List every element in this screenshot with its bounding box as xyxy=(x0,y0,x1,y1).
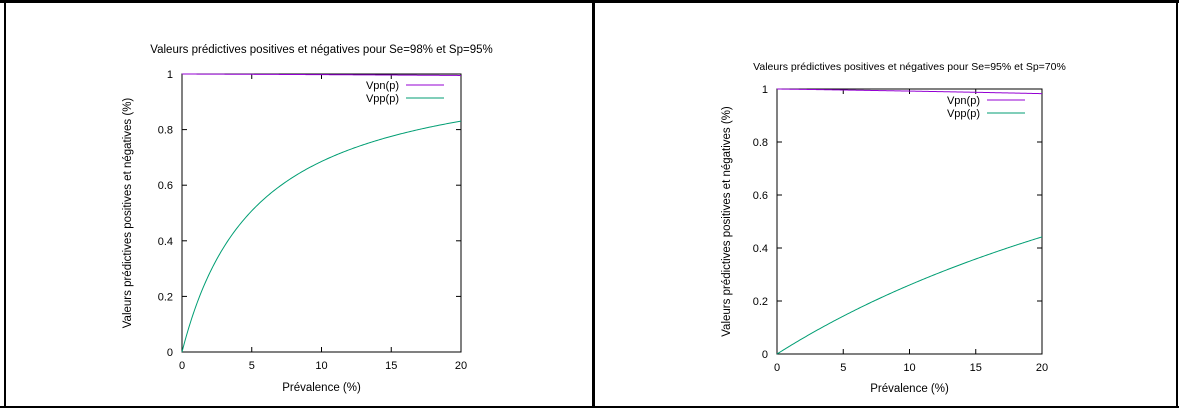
y-axis-label: Valeurs prédictives positives et négativ… xyxy=(122,98,134,329)
chart-left: Valeurs prédictives positives et négativ… xyxy=(122,44,493,394)
y-tick-label: 1 xyxy=(167,69,173,81)
frame-border-top xyxy=(0,0,1179,3)
y-tick-label: 0.4 xyxy=(158,236,173,248)
legend-label: Vpn(p) xyxy=(366,80,399,92)
x-tick-label: 20 xyxy=(455,360,467,372)
y-tick-label: 0.8 xyxy=(753,137,768,149)
chart-title: Valeurs prédictives positives et négativ… xyxy=(753,61,1066,73)
frame-divider xyxy=(592,0,595,408)
frame-border-left xyxy=(4,0,6,408)
x-tick-label: 20 xyxy=(1036,362,1048,374)
y-tick-label: 0.6 xyxy=(158,180,173,192)
x-tick-label: 10 xyxy=(903,362,915,374)
series-line-vppp xyxy=(181,120,462,353)
y-tick-label: 0.6 xyxy=(753,190,768,202)
x-tick-label: 5 xyxy=(840,362,846,374)
y-axis-label: Valeurs prédictives positives et négativ… xyxy=(721,106,733,337)
y-tick-label: 0.8 xyxy=(158,125,173,137)
series-line-vpnp xyxy=(181,73,462,76)
y-tick-label: 0 xyxy=(762,349,768,361)
plot-area-border xyxy=(181,73,462,353)
legend-label: Vpp(p) xyxy=(366,93,399,105)
series-line-vppp xyxy=(776,236,1043,355)
y-tick-label: 1 xyxy=(762,84,768,96)
y-tick-label: 0.2 xyxy=(158,291,173,303)
x-tick-label: 0 xyxy=(774,362,780,374)
y-tick-label: 0 xyxy=(167,347,173,359)
legend-label: Vpn(p) xyxy=(947,95,980,107)
frame-border-right xyxy=(1176,0,1178,408)
y-tick-label: 0.4 xyxy=(753,243,768,255)
chart-right: Valeurs prédictives positives et négativ… xyxy=(721,61,1066,395)
y-tick-label: 0.2 xyxy=(753,296,768,308)
legend-label: Vpp(p) xyxy=(947,108,980,120)
chart-title: Valeurs prédictives positives et négativ… xyxy=(150,44,492,56)
x-tick-label: 10 xyxy=(315,360,327,372)
x-axis-label: Prévalence (%) xyxy=(870,383,949,395)
frame-border-bottom xyxy=(0,406,1179,408)
plot-area-border xyxy=(776,88,1043,355)
x-tick-label: 15 xyxy=(385,360,397,372)
series-line-vpnp xyxy=(776,88,1043,95)
x-tick-label: 5 xyxy=(249,360,255,372)
x-axis-label: Prévalence (%) xyxy=(282,382,361,394)
x-tick-label: 0 xyxy=(179,360,185,372)
x-tick-label: 15 xyxy=(970,362,982,374)
